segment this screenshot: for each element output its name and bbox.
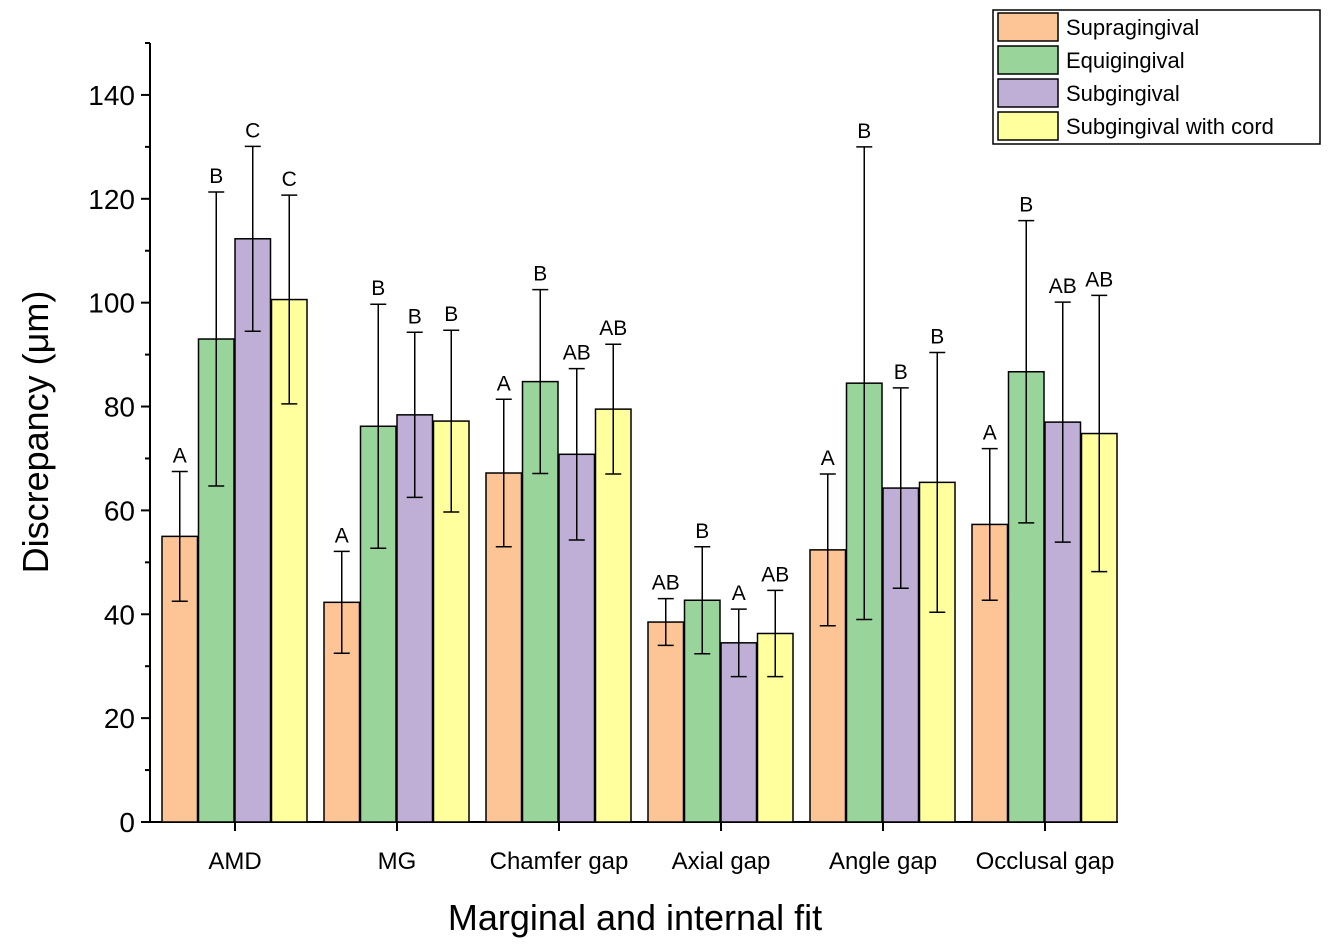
significance-label: B [371,277,385,300]
x-tick-label: Chamfer gap [490,848,629,875]
significance-label: B [533,263,547,286]
y-tick-label: 100 [88,288,135,319]
significance-label: AB [563,342,591,365]
significance-label: A [335,524,349,547]
significance-label: A [732,582,746,605]
significance-label: B [894,361,908,384]
legend-label: Supragingival [1066,15,1199,40]
legend-swatch [997,78,1059,108]
error-bars [171,145,1108,678]
significance-label: B [444,303,458,326]
significance-label: B [1019,194,1033,217]
y-tick-label: 20 [104,703,135,734]
significance-label: AB [652,572,680,595]
x-tick-label: Axial gap [672,848,771,875]
bars [161,238,1118,823]
legend-label: Subgingival with cord [1066,114,1274,139]
y-tick-label: 140 [88,80,135,111]
legend-label: Subgingival [1066,81,1180,106]
y-axis-title: Discrepancy (μm) [15,291,56,574]
legend-swatch [997,111,1059,141]
y-tick-label: 60 [104,495,135,526]
significance-label: C [245,119,260,142]
significance-label: A [983,422,997,445]
significance-label: A [173,444,187,467]
y-tick-label: 40 [104,599,135,630]
legend-swatch [997,12,1059,42]
significance-label: C [282,168,297,191]
bar [594,408,632,823]
x-tick-label: MG [378,848,417,875]
axes [141,42,1118,831]
y-tick-label: 80 [104,392,135,423]
significance-label: AB [1049,275,1077,298]
significance-label: AB [761,563,789,586]
significance-label: B [857,120,871,143]
significance-label: AB [1085,268,1113,291]
significance-label: AB [599,317,627,340]
significance-label: B [408,305,422,328]
legend: Supragingival Equigingival Subgingival Subg… [992,9,1321,145]
legend-swatch [997,45,1059,75]
y-tick-label: 0 [119,807,135,838]
significance-label: B [209,165,223,188]
legend-label: Equigingival [1066,48,1185,73]
significance-label: A [821,447,835,470]
bar [234,238,272,823]
significance-label: A [497,372,511,395]
bar [647,621,685,823]
tick-labels: 0 20 40 60 80 100 120 140 AMD MG Chamfer gap Axial … [88,80,1114,875]
significance-label: B [930,326,944,349]
x-tick-label: AMD [208,848,261,875]
x-tick-label: Occlusal gap [976,848,1115,875]
x-axis-title: Marginal and internal fit [448,897,822,938]
y-tick-label: 120 [88,184,135,215]
significance-label: B [695,520,709,543]
x-tick-label: Angle gap [829,848,937,875]
